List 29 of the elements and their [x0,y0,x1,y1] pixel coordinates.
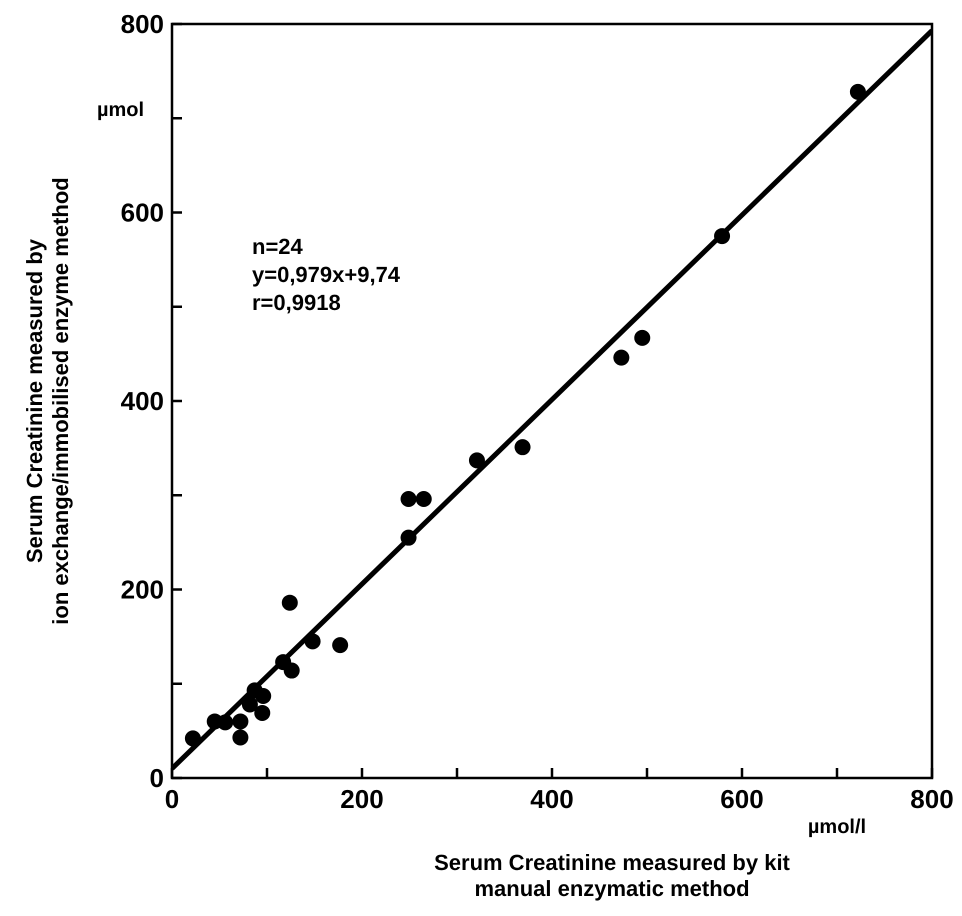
point [282,594,298,611]
y-tick-label: 400 [120,386,164,416]
x-tick-label: 800 [910,784,954,814]
annotation: n=24 [252,234,304,259]
y-axis-title: Serum Creatinine measured by ion exchange/immobilised enzyme method [22,177,73,625]
point [284,662,300,679]
point [514,439,531,456]
text: µmol/l [808,816,866,838]
point [613,350,630,366]
x-tick-label: 600 [720,784,764,814]
y-tick-label: 0 [150,763,164,793]
point [254,704,270,721]
point [416,491,432,508]
point [400,491,417,508]
y-tick-label: 800 [120,9,164,39]
annotation: y=0,979x+9,74 [252,262,401,287]
point [634,330,650,346]
point [232,729,248,746]
annotation: r=0,9918 [252,290,341,315]
x-tick-label: 400 [530,784,574,814]
x-axis-title: Serum Creatinine measured by kit manual enzymatic method [434,850,791,901]
point [232,713,248,730]
y-tick-label: 200 [120,574,164,604]
x-tick-label: 200 [340,784,384,814]
point [255,688,272,704]
y-tick-label: 600 [120,198,164,228]
point [468,452,485,468]
text: µmol [97,99,144,121]
point [332,637,348,654]
